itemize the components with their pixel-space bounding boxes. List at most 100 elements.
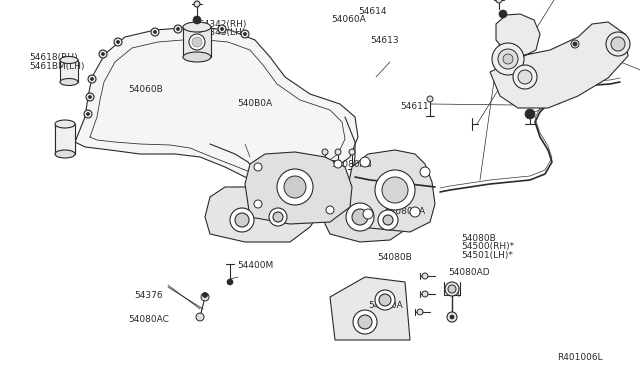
- Circle shape: [383, 215, 393, 225]
- Text: 54060B: 54060B: [128, 85, 163, 94]
- Circle shape: [518, 70, 532, 84]
- Text: R401006L: R401006L: [557, 353, 602, 362]
- Circle shape: [447, 312, 457, 322]
- Circle shape: [420, 167, 430, 177]
- Circle shape: [196, 313, 204, 321]
- Polygon shape: [55, 124, 75, 154]
- Circle shape: [513, 65, 537, 89]
- Polygon shape: [60, 60, 78, 82]
- Circle shape: [277, 169, 313, 205]
- Text: 54080B: 54080B: [461, 234, 495, 243]
- Text: 54613: 54613: [370, 36, 399, 45]
- Polygon shape: [183, 27, 211, 57]
- Ellipse shape: [183, 22, 211, 32]
- Text: 540B0A: 540B0A: [237, 99, 272, 108]
- Circle shape: [422, 291, 428, 297]
- Circle shape: [353, 310, 377, 334]
- Polygon shape: [75, 27, 358, 184]
- Circle shape: [417, 309, 423, 315]
- Circle shape: [503, 54, 513, 64]
- Ellipse shape: [60, 57, 78, 64]
- Circle shape: [450, 315, 454, 319]
- Circle shape: [114, 38, 122, 46]
- Circle shape: [375, 290, 395, 310]
- Circle shape: [192, 37, 202, 47]
- Circle shape: [86, 93, 94, 101]
- Text: 54614: 54614: [358, 7, 387, 16]
- Circle shape: [334, 160, 342, 168]
- Circle shape: [269, 208, 287, 226]
- Ellipse shape: [55, 120, 75, 128]
- Circle shape: [202, 292, 207, 298]
- Circle shape: [422, 273, 428, 279]
- Circle shape: [496, 0, 502, 3]
- Text: 54343(LH): 54343(LH): [198, 28, 246, 37]
- Circle shape: [254, 163, 262, 171]
- Circle shape: [221, 28, 223, 31]
- Circle shape: [379, 294, 391, 306]
- Circle shape: [525, 109, 535, 119]
- Circle shape: [88, 75, 96, 83]
- Circle shape: [498, 49, 518, 69]
- Circle shape: [349, 149, 355, 155]
- Text: 54501(LH)*: 54501(LH)*: [461, 251, 513, 260]
- Circle shape: [198, 26, 202, 29]
- Polygon shape: [490, 14, 628, 108]
- Circle shape: [382, 177, 408, 203]
- Circle shape: [284, 176, 306, 198]
- Text: 54500(RH)*: 54500(RH)*: [461, 242, 514, 251]
- Circle shape: [273, 212, 283, 222]
- Circle shape: [194, 1, 200, 7]
- Circle shape: [363, 209, 373, 219]
- Text: 54400M: 54400M: [237, 262, 273, 270]
- Circle shape: [99, 50, 107, 58]
- Circle shape: [611, 37, 625, 51]
- Circle shape: [196, 24, 204, 32]
- Circle shape: [492, 43, 524, 75]
- Circle shape: [427, 96, 433, 102]
- Ellipse shape: [183, 52, 211, 62]
- Circle shape: [230, 208, 254, 232]
- Circle shape: [88, 96, 92, 99]
- Polygon shape: [330, 277, 410, 340]
- Circle shape: [606, 32, 630, 56]
- Text: 54080AA: 54080AA: [384, 207, 425, 216]
- Circle shape: [86, 112, 90, 115]
- Text: 54611: 54611: [400, 102, 429, 110]
- Ellipse shape: [55, 150, 75, 158]
- Circle shape: [254, 200, 262, 208]
- Circle shape: [499, 10, 507, 18]
- Ellipse shape: [60, 78, 78, 86]
- Circle shape: [573, 42, 577, 46]
- Circle shape: [177, 28, 179, 31]
- Circle shape: [335, 149, 341, 155]
- Circle shape: [90, 77, 93, 80]
- Polygon shape: [205, 187, 320, 242]
- Text: 54080AC: 54080AC: [128, 315, 169, 324]
- Text: 54080AD: 54080AD: [448, 268, 490, 277]
- Circle shape: [243, 32, 246, 35]
- Circle shape: [189, 34, 205, 50]
- Circle shape: [241, 30, 249, 38]
- Text: 5461BM(LH): 5461BM(LH): [29, 62, 84, 71]
- Text: 54342(RH): 54342(RH): [198, 20, 247, 29]
- Circle shape: [235, 213, 249, 227]
- Circle shape: [326, 206, 334, 214]
- Circle shape: [571, 40, 579, 48]
- Circle shape: [410, 207, 420, 217]
- Text: 54080A: 54080A: [368, 301, 403, 310]
- Text: 54618(RH): 54618(RH): [29, 53, 77, 62]
- Text: 54080AB: 54080AB: [332, 160, 372, 169]
- Circle shape: [448, 285, 456, 293]
- Circle shape: [352, 209, 368, 225]
- Circle shape: [358, 315, 372, 329]
- Polygon shape: [245, 152, 352, 224]
- Circle shape: [375, 170, 415, 210]
- Polygon shape: [325, 192, 410, 242]
- Circle shape: [116, 41, 120, 44]
- Circle shape: [322, 149, 328, 155]
- Text: 54060A: 54060A: [332, 15, 366, 24]
- Circle shape: [154, 31, 157, 33]
- Circle shape: [201, 293, 209, 301]
- Polygon shape: [348, 150, 435, 232]
